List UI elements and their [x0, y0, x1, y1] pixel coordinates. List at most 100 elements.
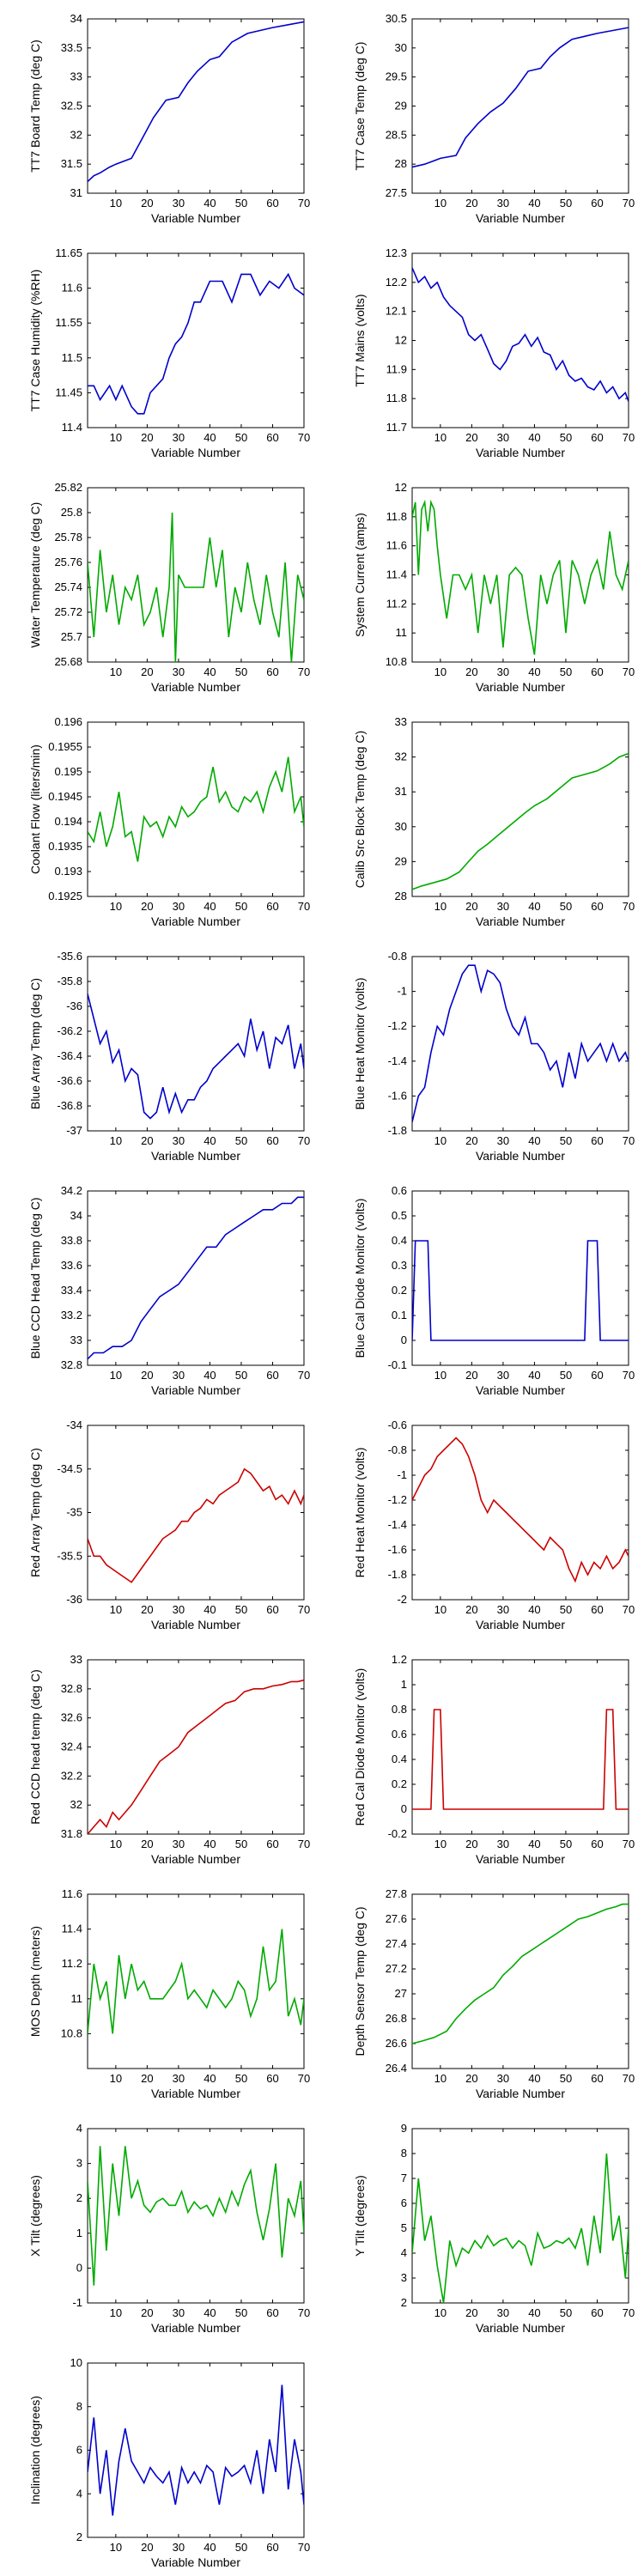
- x-tick-label: 10: [110, 431, 122, 444]
- y-tick-label: 4: [76, 2487, 82, 2500]
- series-line: [412, 1709, 629, 1810]
- y-axis-label: Red Cal Diode Monitor (volts): [353, 1668, 367, 1826]
- y-tick-label: 12.1: [386, 305, 407, 318]
- y-tick-label: -34: [66, 1419, 82, 1431]
- y-tick-label: -1.2: [388, 1019, 407, 1032]
- y-tick-label: -1.4: [388, 1054, 407, 1067]
- y-tick-label: 31: [395, 785, 407, 798]
- chart-panel-depth-sensor-temp: 10 20 30 40 50 60 70 26.4 26.6 26.8 27 27.2 27.4 27.6…: [353, 1887, 635, 2100]
- x-tick-label: 30: [173, 1134, 185, 1147]
- series-line: [88, 2385, 304, 2516]
- y-axis-label: Y Tilt (degrees): [353, 2175, 367, 2257]
- y-tick-label: -0.8: [388, 1443, 407, 1456]
- x-axis-label: Variable Number: [151, 1383, 240, 1397]
- x-axis-label: Variable Number: [476, 914, 565, 928]
- y-tick-label: 11.8: [386, 392, 407, 404]
- y-axis-label: Red Heat Monitor (volts): [353, 1448, 367, 1578]
- chart-panel-tt7-case-temp: 10 20 30 40 50 60 70 27.5 28 28.5 29 29.5 30 30.5 Vari…: [353, 12, 635, 225]
- y-tick-label: 11.9: [386, 362, 407, 375]
- y-tick-label: 28: [395, 890, 407, 902]
- x-tick-label: 60: [591, 197, 603, 210]
- y-tick-label: 26.6: [386, 2037, 407, 2050]
- x-tick-label: 40: [204, 1838, 216, 1850]
- y-tick-label: 32: [395, 750, 407, 763]
- y-tick-label: 33: [395, 715, 407, 728]
- y-axis-label: Blue CCD Head Temp (deg C): [28, 1197, 42, 1358]
- x-tick-label: 30: [497, 1134, 509, 1147]
- y-tick-label: 11.2: [386, 597, 407, 610]
- y-tick-label: 32.2: [61, 1769, 82, 1782]
- x-axis-label: Variable Number: [151, 1149, 240, 1163]
- series-line: [88, 1467, 304, 1583]
- y-tick-label: -35.8: [57, 975, 82, 987]
- x-tick-label: 30: [173, 1838, 185, 1850]
- axes-box: [411, 1190, 629, 1366]
- y-tick-label: -1.8: [388, 1568, 407, 1581]
- y-tick-label: 8: [76, 2400, 82, 2413]
- y-tick-label: 4: [401, 2246, 407, 2259]
- x-tick-label: 50: [560, 197, 572, 210]
- x-axis-label: Variable Number: [476, 211, 565, 225]
- x-tick-label: 10: [110, 1134, 122, 1147]
- series-line: [412, 1240, 629, 1341]
- x-tick-label: 10: [434, 1134, 447, 1147]
- x-tick-label: 50: [235, 2541, 247, 2554]
- axes-box: [411, 487, 629, 663]
- y-tick-label: 27.8: [386, 1887, 407, 1900]
- y-tick-label: 0.6: [392, 1184, 407, 1197]
- x-axis-label: Variable Number: [476, 1852, 565, 1866]
- y-tick-label: 26.4: [386, 2062, 407, 2075]
- x-axis-label: Variable Number: [476, 680, 565, 694]
- x-tick-label: 20: [465, 2072, 477, 2085]
- y-tick-label: 11.5: [62, 351, 82, 364]
- x-tick-label: 60: [591, 900, 603, 913]
- y-tick-label: 27.2: [386, 1962, 407, 1975]
- x-tick-label: 20: [141, 1603, 153, 1616]
- axes-box: [411, 1425, 629, 1601]
- x-tick-label: 60: [591, 1369, 603, 1382]
- x-tick-label: 10: [110, 665, 122, 678]
- x-tick-label: 60: [266, 900, 278, 913]
- y-tick-label: 11.65: [55, 246, 82, 259]
- chart-panel-tt7-case-humidity: 10 20 30 40 50 60 70 11.4 11.45 11.5 11.55 11.6 11.6…: [28, 246, 310, 459]
- axes-box: [87, 1425, 305, 1601]
- x-axis-label: Variable Number: [151, 211, 240, 225]
- series-line: [88, 756, 304, 862]
- x-tick-label: 70: [298, 1603, 310, 1616]
- y-tick-label: 0: [401, 1334, 407, 1346]
- x-axis-label: Variable Number: [151, 680, 240, 694]
- x-tick-label: 40: [528, 431, 540, 444]
- y-tick-label: 1.2: [392, 1653, 407, 1666]
- y-tick-label: 3: [401, 2271, 407, 2284]
- x-tick-label: 70: [623, 1134, 635, 1147]
- y-tick-label: 0.3: [392, 1259, 407, 1272]
- series-line: [88, 1196, 304, 1360]
- x-tick-label: 50: [560, 665, 572, 678]
- x-tick-label: 60: [591, 665, 603, 678]
- y-tick-label: -36.6: [57, 1074, 82, 1087]
- y-tick-label: 0.4: [392, 1753, 407, 1765]
- y-axis-label: MOS Depth (meters): [28, 1926, 42, 2037]
- x-tick-label: 20: [465, 665, 477, 678]
- series-line: [88, 1679, 304, 1834]
- y-tick-label: 32: [70, 1798, 82, 1811]
- y-tick-label: 0.1935: [48, 840, 82, 853]
- x-tick-label: 70: [623, 1603, 635, 1616]
- y-tick-label: 11.4: [62, 1923, 82, 1935]
- x-tick-label: 60: [266, 431, 278, 444]
- series-line: [88, 1929, 304, 2034]
- x-tick-label: 10: [434, 197, 447, 210]
- y-tick-label: 25.74: [54, 580, 82, 593]
- y-tick-label: 8: [401, 2147, 407, 2160]
- x-axis-label: Variable Number: [151, 2087, 240, 2100]
- x-tick-label: 60: [591, 1838, 603, 1850]
- chart-panel-calib-src-block-temp: 10 20 30 40 50 60 70 28 29 30 31 32 33 Variable Numbe…: [353, 715, 635, 928]
- x-tick-label: 50: [235, 665, 247, 678]
- x-tick-label: 40: [528, 665, 540, 678]
- x-tick-label: 10: [434, 665, 447, 678]
- y-axis-label: Depth Sensor Temp (deg C): [353, 1906, 367, 2056]
- x-tick-label: 10: [434, 1369, 447, 1382]
- x-axis-label: Variable Number: [151, 2321, 240, 2335]
- x-tick-label: 20: [141, 2072, 153, 2085]
- x-tick-label: 20: [141, 1369, 153, 1382]
